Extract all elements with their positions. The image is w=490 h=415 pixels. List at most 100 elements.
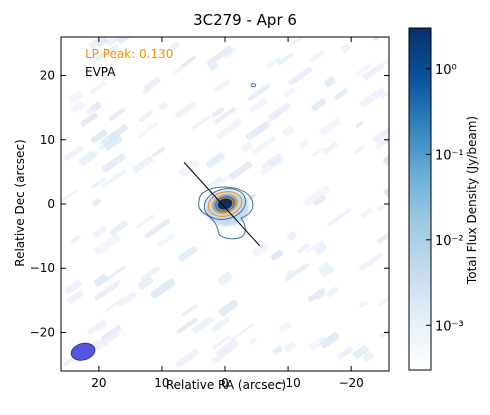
noise-patch (355, 121, 364, 128)
noise-patch (132, 155, 154, 174)
noise-patch (323, 142, 338, 154)
noise-patch (382, 146, 389, 166)
noise-patch (95, 329, 121, 350)
noise-patch (287, 231, 297, 241)
x-tick-label: 0 (221, 376, 229, 390)
noise-patch (136, 214, 155, 229)
noise-patch (192, 116, 210, 130)
noise-patch (143, 76, 161, 92)
noise-patch (61, 190, 77, 202)
noise-patch (248, 338, 257, 346)
noise-patch (358, 252, 383, 272)
noise-patch (107, 124, 129, 141)
noise-patch (277, 52, 294, 66)
noise-patch (377, 232, 389, 244)
x-axis-label: Relative RA (arcsec) (166, 378, 286, 392)
colorbar-tick-label: 10⁻² (435, 234, 464, 249)
noise-patch (92, 225, 107, 238)
noise-patch (175, 349, 199, 368)
noise-patch (212, 334, 232, 350)
noise-patch (306, 239, 324, 253)
noise-patch (379, 328, 389, 338)
noise-patch (245, 121, 270, 141)
noise-patch (353, 145, 366, 155)
noise-patch (92, 198, 102, 207)
noise-patch (307, 288, 326, 302)
noise-patch (93, 233, 121, 256)
noise-patch (152, 146, 166, 158)
noise-patch (268, 153, 284, 167)
noise-patch (230, 323, 255, 342)
y-tick-label: 0 (47, 197, 55, 211)
noise-patch (248, 97, 268, 114)
noise-patch (88, 53, 100, 63)
noise-patch (178, 245, 198, 262)
evpa-line (183, 161, 261, 247)
noise-patch (303, 185, 330, 207)
noise-patch (150, 278, 176, 299)
noise-patch (314, 242, 328, 255)
noise-patch (216, 118, 242, 140)
noise-patch (229, 161, 253, 180)
noise-patch (378, 288, 389, 307)
noise-patch (117, 291, 137, 307)
x-tick-label: 10 (154, 376, 169, 390)
noise-patch (334, 88, 349, 100)
noise-patch (89, 81, 106, 95)
colorbar-tick-label: 10⁻¹ (435, 148, 464, 163)
noise-patch (140, 266, 160, 282)
noise-patch (80, 112, 98, 127)
contour-outer (198, 186, 254, 240)
noise-patch (105, 297, 125, 312)
noise-patch (313, 194, 326, 206)
colorbar-gradient (408, 27, 432, 371)
noise-patch (91, 177, 106, 189)
contour-isolated (250, 83, 257, 88)
noise-patch (212, 320, 223, 330)
noise-patch (326, 286, 339, 298)
noise-patch (138, 110, 153, 122)
y-tick-label: 20 (40, 69, 55, 83)
noise-patch (288, 67, 313, 86)
noise-patch (205, 152, 225, 169)
y-tick-label: −20 (30, 325, 55, 339)
noise-patch (380, 50, 389, 67)
noise-patch (266, 56, 281, 68)
noise-patch (363, 351, 374, 362)
contour (203, 188, 247, 220)
noise-patch (217, 271, 233, 285)
noise-patch (101, 169, 126, 188)
noise-patch (360, 207, 373, 219)
noise-patch (278, 320, 292, 333)
noise-patch (94, 322, 107, 332)
noise-patch (91, 149, 100, 158)
noise-patch (319, 118, 341, 136)
noise-patch (93, 274, 109, 287)
noise-patch (156, 233, 175, 248)
noise-patch (376, 204, 385, 213)
evpa-label: EVPA (85, 65, 116, 79)
noise-patch (158, 101, 168, 111)
noise-patch (108, 107, 126, 121)
noise-patch (373, 37, 387, 41)
noise-patch (310, 50, 325, 63)
noise-patch (67, 290, 84, 305)
noise-patch (215, 175, 230, 187)
beam-ellipse (70, 342, 96, 361)
noise-patch (268, 102, 291, 121)
noise-patch (261, 160, 271, 168)
y-axis-label: Relative Dec (arcsec) (13, 139, 27, 266)
noise-patch (87, 319, 107, 334)
noise-patch (299, 139, 309, 148)
noise-patch (362, 63, 384, 81)
noise-patch (317, 262, 331, 274)
noise-patch (206, 46, 233, 67)
y-tick-label: 10 (40, 133, 55, 147)
colorbar-ticks: 10⁰ 10⁻¹ 10⁻² 10⁻³ (426, 63, 464, 334)
noise-patch (170, 41, 181, 51)
noise-patch (137, 122, 159, 139)
x-tick-label: 20 (91, 376, 106, 390)
noise-patch (247, 83, 271, 102)
noise-patch (191, 316, 214, 334)
noise-patch (64, 280, 82, 295)
